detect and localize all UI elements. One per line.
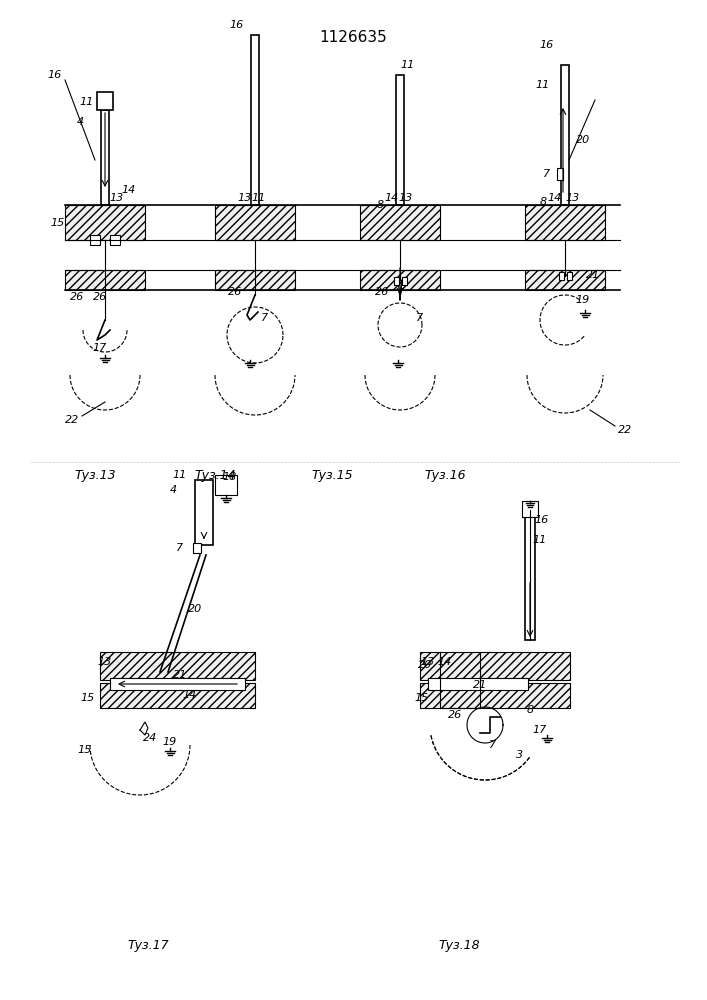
Bar: [402, 277, 407, 285]
Text: 17: 17: [93, 343, 107, 353]
Bar: [394, 277, 399, 285]
Text: 8: 8: [376, 200, 384, 210]
Text: 14: 14: [183, 690, 197, 700]
Text: 22: 22: [65, 415, 79, 425]
Text: 26: 26: [228, 287, 242, 297]
Text: 7: 7: [262, 313, 269, 323]
Bar: [428, 678, 528, 690]
Bar: [420, 683, 570, 708]
Text: 13: 13: [421, 657, 435, 667]
Bar: [97, 92, 113, 110]
Bar: [360, 205, 440, 240]
Text: 8: 8: [539, 197, 547, 207]
Text: 16: 16: [230, 20, 244, 30]
Text: 15: 15: [51, 218, 65, 228]
Text: 11: 11: [173, 470, 187, 480]
Text: 1126635: 1126635: [320, 30, 387, 45]
Text: 14: 14: [548, 193, 562, 203]
Text: 21: 21: [586, 270, 600, 280]
Bar: [525, 205, 605, 240]
Bar: [251, 35, 259, 205]
Text: 26: 26: [448, 710, 462, 720]
Text: 11: 11: [401, 60, 415, 70]
Text: 13: 13: [110, 193, 124, 203]
Text: 22: 22: [618, 425, 632, 435]
Bar: [561, 65, 569, 205]
Bar: [215, 475, 237, 495]
Text: 20: 20: [576, 135, 590, 145]
Text: Τуз.17: Τуз.17: [128, 938, 169, 952]
Bar: [193, 543, 201, 553]
Text: 24: 24: [143, 733, 157, 743]
Text: Τуз.18: Τуз.18: [439, 938, 480, 952]
Bar: [522, 501, 538, 517]
Text: 14: 14: [438, 657, 452, 667]
Bar: [559, 272, 564, 280]
Bar: [195, 480, 213, 545]
Text: Τуз.13: Τуз.13: [75, 468, 116, 482]
Text: 17: 17: [533, 725, 547, 735]
Bar: [65, 270, 145, 290]
Text: 26: 26: [375, 287, 389, 297]
Bar: [215, 270, 295, 290]
Text: 15: 15: [78, 745, 92, 755]
Bar: [110, 678, 245, 690]
Text: Τуз.16: Τуз.16: [425, 468, 466, 482]
Bar: [65, 205, 145, 240]
Text: 7: 7: [177, 543, 184, 553]
Bar: [215, 205, 295, 240]
Bar: [110, 235, 120, 245]
Text: 11: 11: [536, 80, 550, 90]
Text: 13: 13: [238, 193, 252, 203]
Bar: [90, 235, 100, 245]
Text: 21: 21: [473, 680, 487, 690]
Text: 26: 26: [70, 292, 84, 302]
Text: 11: 11: [252, 193, 266, 203]
Bar: [360, 270, 440, 290]
Text: Τуз.15: Τуз.15: [312, 468, 353, 482]
Bar: [557, 168, 563, 180]
Text: Τуз.14: Τуз.14: [195, 468, 236, 482]
Text: 16: 16: [48, 70, 62, 80]
Bar: [420, 652, 570, 680]
Text: 4: 4: [76, 117, 83, 127]
Text: 21: 21: [173, 670, 187, 680]
Text: 26: 26: [93, 292, 107, 302]
Text: 16: 16: [535, 515, 549, 525]
Text: 19: 19: [163, 737, 177, 747]
Bar: [525, 510, 535, 640]
Bar: [100, 652, 255, 680]
Text: 7: 7: [544, 169, 551, 179]
Text: 13: 13: [399, 193, 413, 203]
Text: 8: 8: [527, 705, 534, 715]
Text: 16: 16: [540, 40, 554, 50]
Text: 18: 18: [223, 472, 237, 482]
Bar: [396, 75, 404, 205]
Text: 13: 13: [98, 657, 112, 667]
Text: 14: 14: [122, 185, 136, 195]
Text: 15: 15: [415, 693, 429, 703]
Text: 20: 20: [418, 660, 432, 670]
Bar: [525, 270, 605, 290]
Text: 14: 14: [385, 193, 399, 203]
Bar: [100, 683, 255, 708]
Text: 7: 7: [416, 313, 423, 323]
Text: 11: 11: [80, 97, 94, 107]
Text: 19: 19: [576, 295, 590, 305]
Bar: [567, 272, 572, 280]
Text: 3: 3: [516, 750, 524, 760]
Text: 4: 4: [170, 485, 177, 495]
Text: 20: 20: [188, 604, 202, 614]
Text: 13: 13: [566, 193, 580, 203]
Text: 15: 15: [81, 693, 95, 703]
Text: 7: 7: [489, 740, 496, 750]
Bar: [101, 110, 109, 205]
Text: 11: 11: [533, 535, 547, 545]
